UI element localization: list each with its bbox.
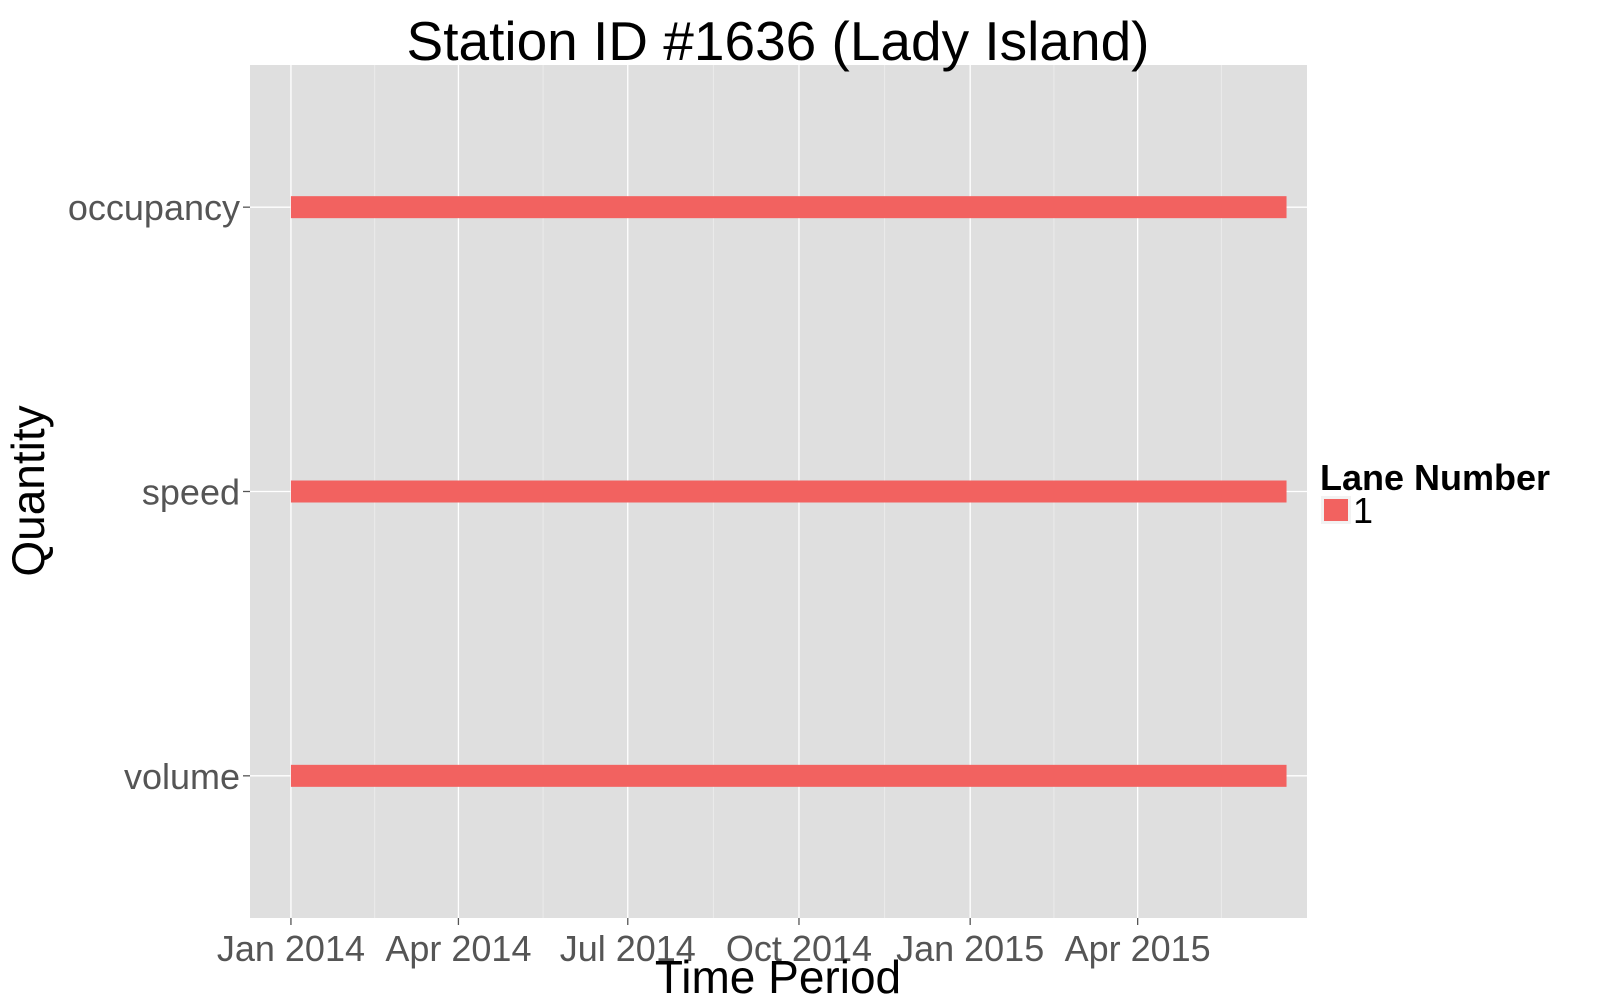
x-tick-label: Jul 2014 bbox=[560, 928, 696, 969]
y-tick-label: volume bbox=[124, 756, 240, 797]
x-tick-label: Oct 2014 bbox=[726, 928, 872, 969]
y-tick-label: occupancy bbox=[68, 187, 240, 228]
legend-title: Lane Number bbox=[1320, 457, 1550, 498]
x-axis-title: Time Period bbox=[655, 951, 901, 1000]
range-bar bbox=[290, 480, 1287, 503]
y-axis-title: Quantity bbox=[2, 405, 54, 576]
x-tick-label: Jan 2015 bbox=[896, 928, 1044, 969]
legend: Lane Number 1 bbox=[1320, 457, 1550, 531]
x-axis: Jan 2014 Apr 2014 Jul 2014 Oct 2014 Jan 2015… bbox=[217, 918, 1211, 969]
range-bar bbox=[290, 764, 1287, 787]
chart-title: Station ID #1636 (Lady Island) bbox=[407, 10, 1150, 72]
y-tick-label: speed bbox=[142, 472, 240, 513]
bars bbox=[290, 196, 1287, 787]
legend-label: 1 bbox=[1353, 490, 1373, 531]
legend-swatch bbox=[1324, 499, 1348, 521]
x-tick-label: Jan 2014 bbox=[217, 928, 365, 969]
y-axis: volume speed occupancy bbox=[68, 187, 250, 797]
x-tick-label: Apr 2015 bbox=[1065, 928, 1211, 969]
range-bar bbox=[290, 196, 1287, 219]
x-tick-label: Apr 2014 bbox=[385, 928, 531, 969]
